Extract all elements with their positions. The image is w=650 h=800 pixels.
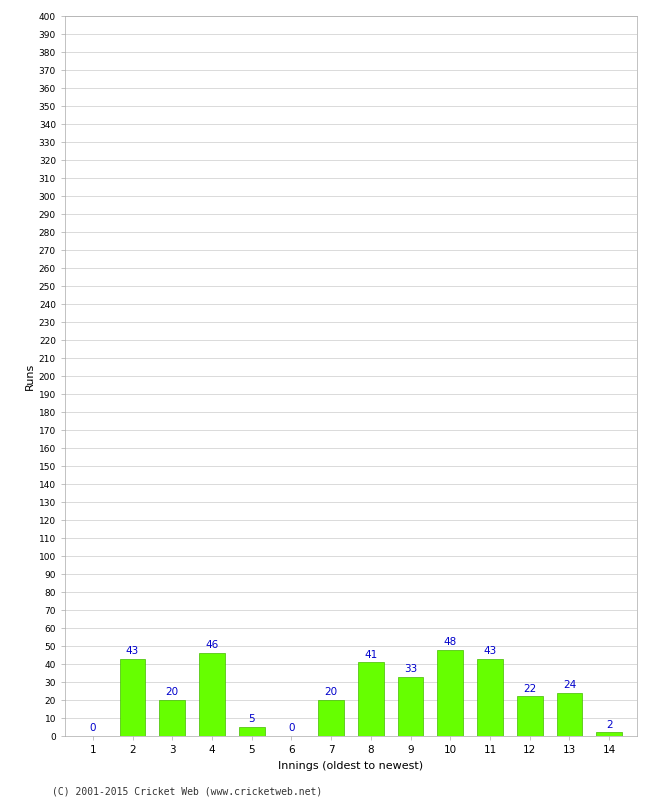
Text: 41: 41 (364, 650, 378, 659)
Bar (239, 727, 265, 736)
Bar (477, 658, 503, 736)
Text: 43: 43 (126, 646, 139, 656)
Text: 20: 20 (166, 687, 179, 698)
X-axis label: Innings (oldest to newest): Innings (oldest to newest) (278, 761, 424, 770)
Text: 24: 24 (563, 680, 576, 690)
Text: 46: 46 (205, 641, 218, 650)
Bar (398, 677, 424, 736)
Bar (120, 658, 146, 736)
Bar (556, 693, 582, 736)
Bar (437, 650, 463, 736)
Bar (318, 700, 344, 736)
Text: 20: 20 (324, 687, 338, 698)
Text: 22: 22 (523, 684, 536, 694)
Text: 48: 48 (444, 637, 457, 647)
Bar (358, 662, 384, 736)
Text: (C) 2001-2015 Cricket Web (www.cricketweb.net): (C) 2001-2015 Cricket Web (www.cricketwe… (52, 786, 322, 796)
Bar (159, 700, 185, 736)
Bar (517, 696, 543, 736)
Text: 33: 33 (404, 664, 417, 674)
Text: 0: 0 (288, 723, 294, 734)
Text: 5: 5 (248, 714, 255, 724)
Y-axis label: Runs: Runs (25, 362, 34, 390)
Bar (596, 733, 622, 736)
Text: 0: 0 (90, 723, 96, 734)
Text: 43: 43 (484, 646, 497, 656)
Text: 2: 2 (606, 720, 612, 730)
Bar (199, 653, 225, 736)
